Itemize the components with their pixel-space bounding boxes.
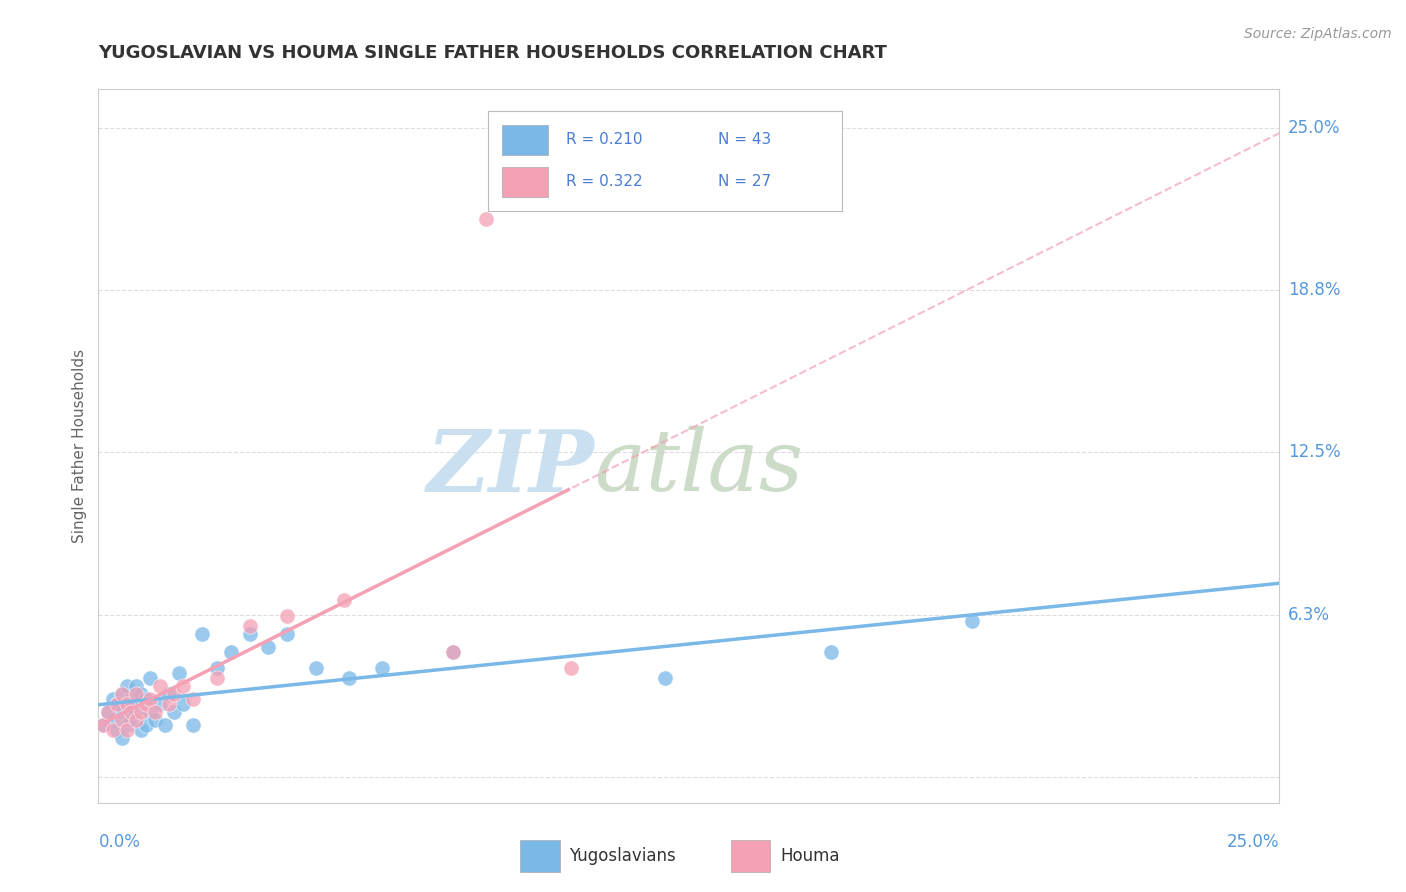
Point (111, 705, 134, 719)
Text: ZIP: ZIP (426, 425, 595, 509)
Point (139, 705, 162, 719)
Point (181, 718, 204, 732)
Point (149, 697, 172, 711)
Text: 25.0%: 25.0% (1288, 120, 1340, 137)
Text: Source: ZipAtlas.com: Source: ZipAtlas.com (1244, 27, 1392, 41)
Point (129, 723, 152, 738)
Point (239, 627, 262, 641)
Point (191, 627, 214, 641)
Point (125, 705, 148, 719)
Point (101, 723, 124, 738)
Text: 18.8%: 18.8% (1288, 281, 1340, 300)
Point (163, 687, 186, 701)
Point (125, 679, 148, 693)
Point (91, 718, 114, 732)
Point (167, 666, 190, 681)
Point (139, 671, 162, 685)
Bar (502, 125, 548, 154)
Point (143, 705, 166, 719)
Point (139, 692, 162, 706)
Point (337, 671, 360, 685)
Text: Yugoslavians: Yugoslavians (569, 847, 676, 865)
Point (101, 713, 124, 727)
Point (135, 697, 157, 711)
Point (115, 723, 138, 738)
Point (135, 692, 157, 706)
Point (115, 697, 138, 711)
Point (101, 692, 124, 706)
Point (111, 731, 134, 745)
Point (654, 671, 676, 685)
Text: atlas: atlas (595, 426, 804, 508)
Point (371, 661, 394, 675)
Point (305, 661, 328, 675)
Point (475, 211, 498, 226)
Point (333, 593, 356, 607)
Text: YUGOSLAVIAN VS HOUMA SINGLE FATHER HOUSEHOLDS CORRELATION CHART: YUGOSLAVIAN VS HOUMA SINGLE FATHER HOUSE… (98, 45, 887, 62)
Point (560, 661, 582, 675)
Point (276, 627, 298, 641)
Text: R = 0.210: R = 0.210 (567, 132, 643, 147)
Point (111, 687, 134, 701)
Point (91, 718, 114, 732)
Point (441, 645, 464, 659)
Point (441, 645, 464, 659)
Point (121, 692, 143, 706)
Point (820, 645, 842, 659)
Point (205, 671, 228, 685)
Point (157, 697, 180, 711)
Point (962, 614, 984, 628)
Point (111, 687, 134, 701)
Point (105, 723, 128, 738)
Point (276, 609, 298, 624)
Point (205, 661, 228, 675)
Text: N = 27: N = 27 (718, 174, 772, 189)
Text: R = 0.322: R = 0.322 (567, 174, 643, 189)
Point (181, 692, 204, 706)
Text: 25.0%: 25.0% (1227, 833, 1279, 851)
Point (219, 645, 242, 659)
Point (115, 718, 138, 732)
Text: 0.0%: 0.0% (98, 833, 141, 851)
Point (135, 718, 157, 732)
Point (121, 713, 143, 727)
Point (115, 679, 138, 693)
Text: 12.5%: 12.5% (1288, 443, 1340, 461)
Text: N = 43: N = 43 (718, 132, 772, 147)
Point (129, 687, 152, 701)
Point (97, 705, 120, 719)
Point (125, 713, 148, 727)
Text: Houma: Houma (780, 847, 839, 865)
Point (115, 697, 138, 711)
Point (143, 713, 166, 727)
Point (172, 697, 194, 711)
Point (239, 619, 262, 633)
Bar (502, 167, 548, 196)
Point (105, 697, 128, 711)
Point (157, 687, 180, 701)
Y-axis label: Single Father Households: Single Father Households (72, 349, 87, 543)
Point (149, 679, 172, 693)
Point (163, 705, 186, 719)
Point (172, 679, 194, 693)
Point (105, 697, 128, 711)
Point (111, 713, 134, 727)
Point (97, 705, 120, 719)
Point (257, 640, 280, 654)
Point (153, 718, 176, 732)
Point (121, 705, 143, 719)
Text: 6.3%: 6.3% (1288, 606, 1330, 624)
Point (129, 705, 152, 719)
Point (125, 687, 148, 701)
